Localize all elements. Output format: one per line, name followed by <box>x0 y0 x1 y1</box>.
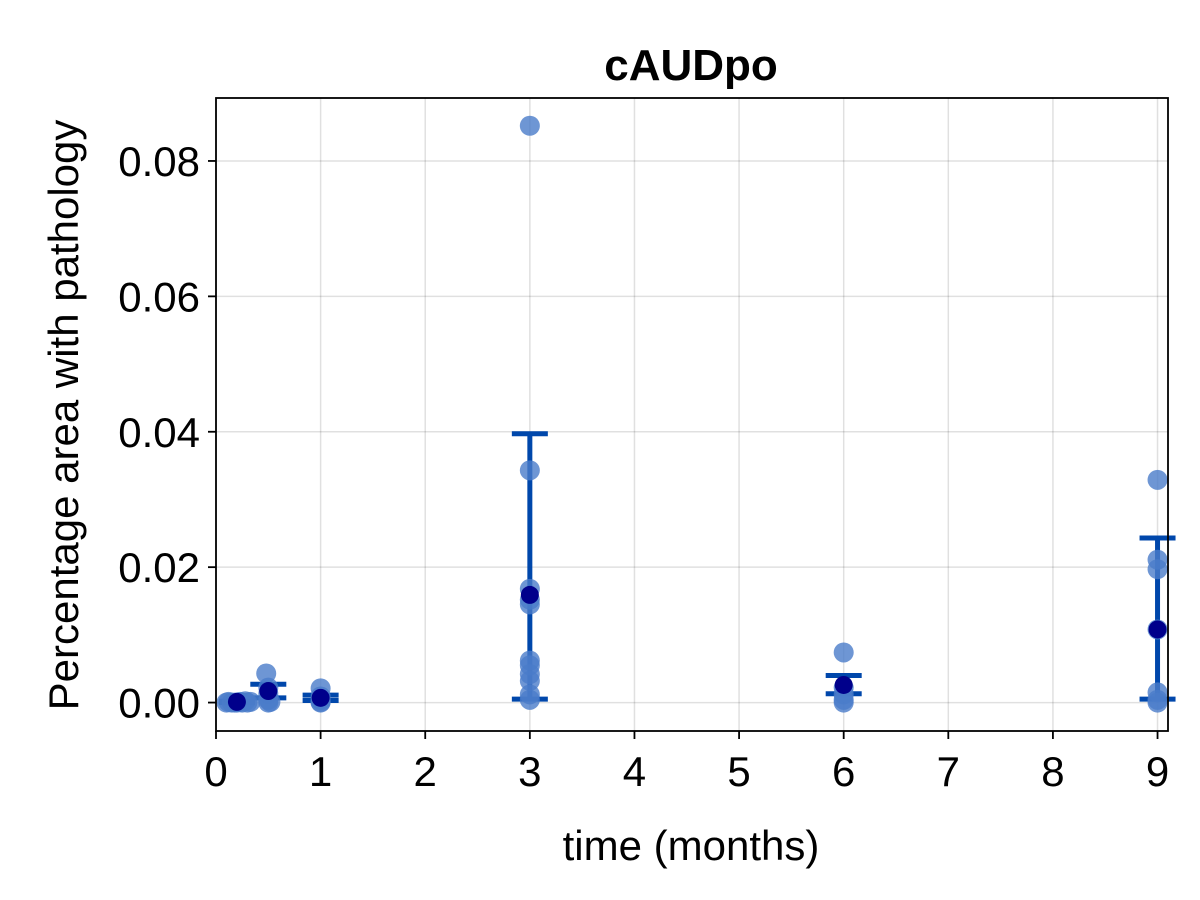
mean-marker <box>259 682 278 701</box>
y-axis-label: Percentage area with pathology <box>40 120 87 711</box>
mean-marker <box>227 692 246 711</box>
x-tick-label: 5 <box>727 748 750 795</box>
data-point <box>1147 469 1168 490</box>
x-tick-label: 6 <box>832 748 855 795</box>
y-tick-label: 0.04 <box>118 409 200 456</box>
data-point <box>1147 559 1168 580</box>
x-tick-label: 8 <box>1041 748 1064 795</box>
plot-frame <box>215 97 1169 732</box>
axis-ticks: 0 1 2 3 4 5 6 7 8 9 0.00 0.02 0.04 0.06 0.08 <box>118 138 1169 795</box>
x-tick-label: 3 <box>518 748 541 795</box>
x-tick-label: 9 <box>1146 748 1169 795</box>
data-point <box>519 689 540 710</box>
x-tick-label: 0 <box>204 748 227 795</box>
mean-marker <box>311 688 330 707</box>
data-point <box>833 692 854 713</box>
x-tick-label: 2 <box>414 748 437 795</box>
x-tick-label: 7 <box>937 748 960 795</box>
y-tick-label: 0.02 <box>118 544 200 591</box>
data-point <box>519 460 540 481</box>
mean-marker <box>834 675 853 694</box>
data-point <box>833 642 854 663</box>
x-tick-label: 1 <box>309 748 332 795</box>
x-axis-label: time (months) <box>563 822 820 869</box>
y-tick-label: 0.00 <box>118 680 200 727</box>
y-tick-label: 0.08 <box>118 138 200 185</box>
mean-markers <box>227 585 1167 711</box>
y-tick-label: 0.06 <box>118 273 200 320</box>
data-point <box>1147 692 1168 713</box>
x-tick-label: 4 <box>623 748 646 795</box>
mean-marker <box>520 585 539 604</box>
chart-title: cAUDpo <box>604 41 778 90</box>
mean-marker <box>1148 620 1167 639</box>
data-point <box>519 115 540 136</box>
data-point <box>240 691 261 712</box>
